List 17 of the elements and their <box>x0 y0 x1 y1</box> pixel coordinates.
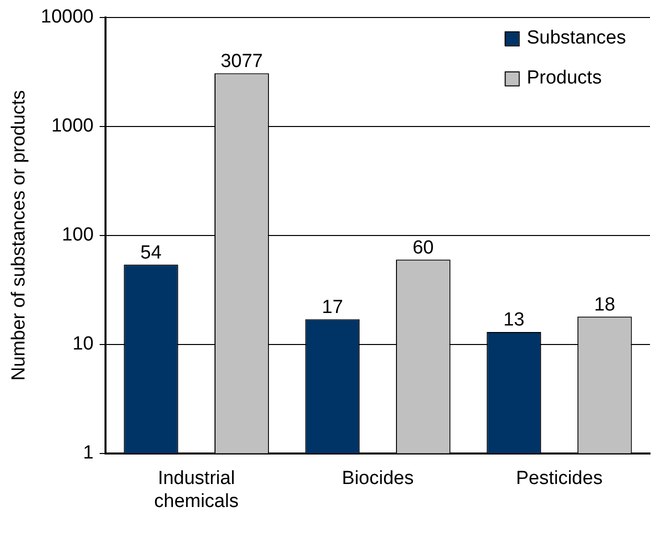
y-tick-label: 10000 <box>40 6 94 28</box>
data-label: 3077 <box>220 50 263 72</box>
data-label: 18 <box>594 294 616 316</box>
x-tick-label: Pesticides <box>516 468 603 490</box>
y-tick-label: 100 <box>62 224 94 246</box>
y-tick-label: 1000 <box>51 116 94 137</box>
legend-label: Products <box>526 68 602 89</box>
data-label: 13 <box>503 310 524 331</box>
y-tick-label: 10 <box>72 334 94 355</box>
data-label: 17 <box>322 297 344 318</box>
data-label: 60 <box>412 237 434 258</box>
legend-label: Substances <box>526 28 626 49</box>
data-label: 54 <box>140 242 162 264</box>
x-tick-label: Industrial chemicals <box>154 468 239 512</box>
y-tick-label: 1 <box>83 442 94 464</box>
y-axis-title: Number of substances or products <box>8 90 30 381</box>
x-tick-label: Biocides <box>342 468 414 490</box>
